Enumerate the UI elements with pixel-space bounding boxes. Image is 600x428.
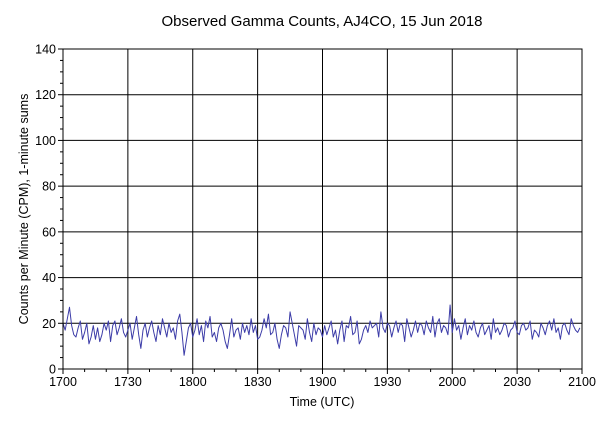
y-tick-label: 20 [42, 317, 56, 331]
y-tick-label: 120 [35, 88, 56, 102]
y-tick-label: 140 [35, 43, 56, 57]
cpm-series-line [62, 304, 581, 356]
x-axis-ticks: 1700 1730 1800 1830 1900 1930 2000 2030 2100 [49, 369, 596, 389]
series-layer [62, 304, 581, 356]
x-tick-label: 1700 [49, 375, 77, 389]
chart-title: Observed Gamma Counts, AJ4CO, 15 Jun 201… [162, 13, 483, 30]
y-axis-label: Counts per Minute (CPM), 1-minute sums [17, 94, 31, 325]
y-tick-label: 80 [42, 180, 56, 194]
x-tick-label: 1930 [373, 375, 401, 389]
y-tick-label: 60 [42, 225, 56, 239]
x-tick-label: 1900 [309, 375, 337, 389]
x-tick-label: 1830 [244, 375, 272, 389]
grid-lines [63, 49, 582, 369]
x-tick-label: 2030 [503, 375, 531, 389]
x-tick-label: 2000 [438, 375, 466, 389]
y-axis-ticks: 0 20 40 60 80 100 120 140 [35, 43, 63, 377]
y-tick-label: 100 [35, 134, 56, 148]
y-tick-label: 40 [42, 271, 56, 285]
x-axis-label: Time (UTC) [290, 395, 355, 409]
x-tick-label: 2100 [568, 375, 596, 389]
x-tick-label: 1800 [179, 375, 207, 389]
plot-frame [62, 48, 583, 370]
y-tick-label: 0 [49, 363, 56, 377]
x-tick-label: 1730 [114, 375, 142, 389]
